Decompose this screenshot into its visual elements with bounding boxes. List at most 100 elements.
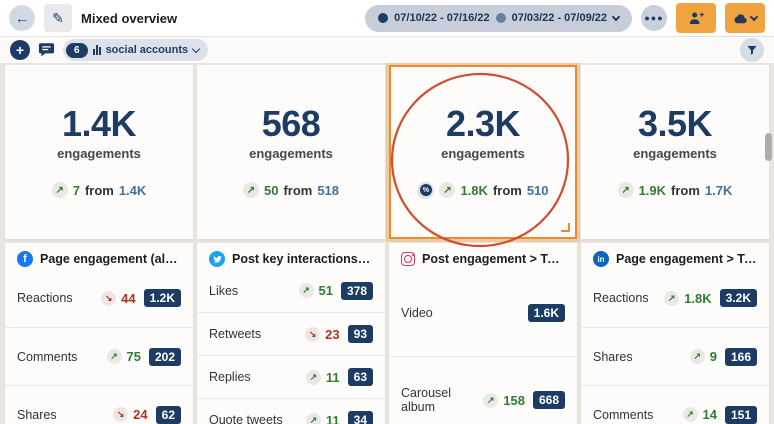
- metric-values: 14 151: [682, 405, 757, 424]
- metric-values: 1.6K: [525, 303, 565, 322]
- vertical-scrollbar-thumb[interactable]: [765, 133, 772, 161]
- ellipsis-icon: ●●●: [644, 13, 664, 23]
- stat-card-engagements-2[interactable]: 568 engagements 50 from 518: [197, 65, 385, 239]
- back-button[interactable]: ←: [9, 5, 35, 31]
- from-word: from: [671, 182, 700, 198]
- comments-button[interactable]: [38, 42, 55, 58]
- value-badge: 3.2K: [719, 289, 757, 307]
- delta-value: 23: [325, 326, 340, 342]
- metric-label: Shares: [593, 349, 633, 364]
- trend-up-icon: [242, 182, 259, 198]
- metric-rows: Likes 51 378 Retweets 23 93 Replies: [197, 269, 385, 424]
- more-options-button[interactable]: ●●●: [641, 5, 667, 31]
- comparison-date-range: 07/03/22 - 07/09/22: [511, 12, 607, 24]
- trend-down-icon: [305, 326, 321, 342]
- delta-value: 24: [133, 407, 148, 422]
- linkedin-icon: in: [593, 251, 609, 267]
- metric-label: Reactions: [17, 291, 73, 305]
- stat-card-engagements-3-selected[interactable]: 2.3K engagements % 1.8K from 510: [389, 65, 577, 239]
- filter-button[interactable]: [740, 38, 764, 62]
- accounts-filter-label: social accounts: [105, 44, 189, 56]
- trend-up-icon: [298, 283, 314, 298]
- stat-card-engagements-4[interactable]: 3.5K engagements 1.9K from 1.7K: [581, 65, 769, 239]
- add-widget-button[interactable]: +: [10, 40, 30, 60]
- social-accounts-filter[interactable]: 6 social accounts: [63, 39, 209, 61]
- funnel-icon: [747, 46, 757, 55]
- trend-up-icon: [305, 369, 321, 385]
- trend-up-icon: [305, 412, 321, 424]
- chevron-down-icon: [611, 12, 621, 21]
- stat-label: engagements: [633, 146, 717, 161]
- primary-range-dot-icon: [378, 13, 389, 23]
- delta-value: 9: [709, 349, 717, 364]
- percent-change-icon: %: [417, 181, 435, 199]
- twitter-metric-card[interactable]: Post key interactions > Type Likes 51 37…: [197, 243, 385, 424]
- metric-values: 23 93: [305, 325, 373, 343]
- delta-value: 7: [72, 182, 80, 198]
- back-arrow-icon: ←: [15, 10, 29, 26]
- metric-label: Likes: [209, 283, 239, 298]
- filters-toolbar: + 6 social accounts: [0, 37, 774, 63]
- delta-value: 51: [318, 283, 333, 298]
- pencil-icon: ✎: [52, 9, 64, 26]
- metric-card-header: in Page engagement > Type: [581, 243, 769, 269]
- previous-value-link[interactable]: 510: [526, 182, 549, 198]
- metric-values: 51 378: [298, 281, 373, 300]
- metric-label: Retweets: [209, 327, 262, 341]
- metric-values: 9 166: [689, 347, 757, 366]
- share-report-button[interactable]: [676, 3, 716, 33]
- metric-label: Quote tweets: [209, 413, 283, 424]
- metric-row: Comments 14 151: [581, 385, 769, 424]
- previous-value-link[interactable]: 1.4K: [118, 182, 147, 198]
- value-badge: 1.6K: [527, 303, 565, 322]
- instagram-metric-card[interactable]: Post engagement > Type Video 1.6K Carous…: [389, 243, 577, 424]
- chevron-down-icon: [749, 12, 759, 21]
- resize-handle[interactable]: [561, 223, 570, 232]
- delta-value: 44: [121, 290, 136, 306]
- metric-rows: Reactions 44 1.2K Comments 75 202 Shares: [5, 269, 193, 424]
- delta-line: 50 from 518: [242, 182, 340, 198]
- metric-card-header: Post engagement > Type: [389, 243, 577, 269]
- metric-rows: Video 1.6K Carousel album 158 668: [389, 269, 577, 424]
- delta-value: 1.9K: [638, 182, 667, 198]
- trend-down-icon: [101, 290, 117, 306]
- metric-row: Reactions 44 1.2K: [5, 269, 193, 327]
- value-badge: 202: [148, 347, 181, 366]
- stat-card-engagements-1[interactable]: 1.4K engagements 7 from 1.4K: [5, 65, 193, 239]
- previous-value-link[interactable]: 1.7K: [704, 182, 733, 198]
- metric-values: 1.8K 3.2K: [664, 289, 757, 307]
- date-range-selector[interactable]: 07/10/22 - 07/16/22 07/03/22 - 07/09/22: [365, 4, 632, 32]
- metric-label: Carousel album: [401, 386, 452, 414]
- trend-up-icon: [51, 182, 68, 198]
- value-badge: 1.2K: [143, 289, 181, 307]
- metric-card-title: Page engagement > Type: [616, 252, 757, 266]
- linkedin-metric-card[interactable]: in Page engagement > Type Reactions 1.8K…: [581, 243, 769, 424]
- metric-label: Comments: [593, 407, 654, 422]
- trend-up-icon: [106, 349, 122, 364]
- from-word: from: [283, 182, 313, 198]
- stat-label: engagements: [57, 146, 141, 161]
- accounts-count-badge: 6: [66, 42, 88, 58]
- edit-report-button[interactable]: ✎: [44, 4, 72, 32]
- dashboard-grid: 1.4K engagements 7 from 1.4K 568 engagem…: [0, 63, 774, 424]
- value-badge: 63: [347, 368, 373, 386]
- metric-values: 75 202: [106, 347, 181, 366]
- value-badge: 378: [340, 281, 373, 300]
- trend-up-icon: [439, 182, 456, 198]
- metric-row: Replies 11 63: [197, 355, 385, 398]
- metric-label: Reactions: [593, 291, 649, 305]
- export-button[interactable]: [725, 3, 765, 33]
- from-word: from: [492, 182, 522, 198]
- metric-label: Shares: [17, 407, 57, 422]
- metric-row: Shares 9 166: [581, 327, 769, 385]
- metric-row: Quote tweets 11 34: [197, 398, 385, 424]
- metric-rows: Reactions 1.8K 3.2K Shares 9 166 Comment…: [581, 269, 769, 424]
- previous-value-link[interactable]: 518: [317, 182, 340, 198]
- facebook-metric-card[interactable]: f Page engagement (all) > T... Reactions…: [5, 243, 193, 424]
- metric-row: Reactions 1.8K 3.2K: [581, 269, 769, 327]
- metric-row: Video 1.6K: [389, 269, 577, 356]
- metric-card-title: Page engagement (all) > T...: [40, 252, 181, 266]
- trend-down-icon: [113, 407, 129, 422]
- metric-card-header: Post key interactions > Type: [197, 243, 385, 269]
- metric-values: 44 1.2K: [101, 289, 181, 307]
